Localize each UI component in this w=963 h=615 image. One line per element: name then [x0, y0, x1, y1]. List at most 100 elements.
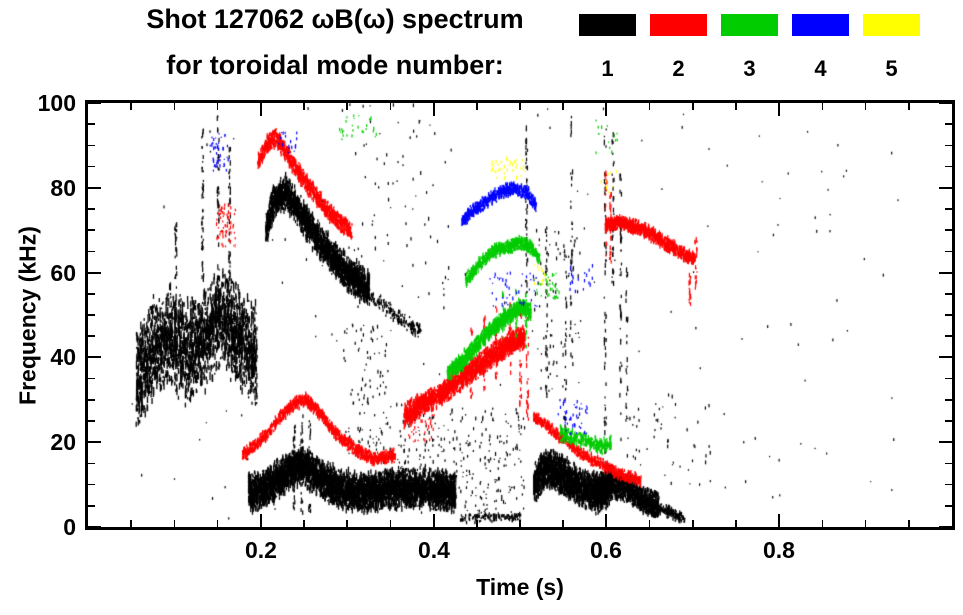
axis-tick [88, 229, 95, 231]
legend-label-mode5: 5 [885, 56, 898, 81]
axis-tick [945, 229, 952, 231]
axis-tick [432, 514, 435, 527]
axis-tick [88, 399, 95, 401]
x-tick-label: 0.8 [763, 537, 795, 563]
axis-tick [778, 514, 781, 527]
axis-tick [735, 103, 737, 110]
axis-tick [519, 520, 521, 527]
axis-tick [519, 103, 521, 110]
axis-tick [605, 514, 608, 527]
axis-tick [88, 377, 95, 380]
legend-label-mode1: 1 [601, 56, 614, 81]
axis-tick [88, 144, 95, 147]
legend-swatch-mode5 [863, 14, 920, 36]
axis-tick [389, 520, 392, 527]
legend-label-mode3: 3 [743, 56, 756, 81]
axis-tick [476, 103, 478, 110]
axis-tick [939, 441, 952, 444]
axis-tick [432, 103, 435, 116]
axis-tick [945, 250, 952, 253]
axis-tick [389, 103, 392, 110]
legend-swatches [579, 14, 920, 36]
y-tick-label: 40 [50, 344, 76, 370]
axis-tick [216, 103, 219, 110]
axis-tick [692, 520, 694, 527]
axis-tick [88, 420, 95, 422]
axis-tick [303, 103, 305, 110]
axis-tick [88, 250, 95, 253]
axis-tick [88, 314, 95, 316]
axis-tick [648, 103, 651, 110]
spectrogram-canvas [88, 103, 952, 527]
axis-tick [259, 103, 262, 116]
axis-tick [88, 441, 101, 444]
axis-tick [939, 526, 952, 528]
axis-tick [130, 520, 132, 527]
axis-tick [303, 520, 305, 527]
axis-tick [562, 520, 564, 527]
axis-tick [562, 103, 564, 110]
axis-tick [88, 186, 101, 189]
y-tick-label: 80 [50, 175, 76, 201]
axis-tick [908, 103, 910, 110]
axis-tick [173, 520, 176, 527]
axis-tick [945, 335, 952, 337]
y-tick-label: 0 [63, 514, 76, 540]
x-axis-title: Time (s) [476, 574, 564, 600]
axis-tick [945, 483, 952, 486]
axis-tick [945, 165, 952, 168]
y-tick-label: 100 [37, 90, 76, 116]
axis-tick [945, 420, 952, 422]
axis-tick [88, 271, 101, 274]
axis-tick [939, 186, 952, 189]
axis-tick [346, 103, 348, 110]
axis-tick [88, 208, 95, 210]
y-tick-label: 20 [50, 429, 76, 455]
axis-tick [945, 399, 952, 401]
axis-tick [605, 103, 608, 116]
axis-tick [259, 514, 262, 527]
axis-tick [821, 103, 824, 110]
axis-tick [88, 165, 95, 168]
axis-tick [939, 356, 952, 359]
axis-tick [130, 103, 132, 110]
axis-tick [88, 505, 95, 507]
axis-tick [88, 102, 101, 104]
axis-tick [476, 520, 478, 527]
axis-tick [88, 356, 101, 359]
legend-swatch-mode3 [721, 14, 778, 36]
axis-tick [939, 271, 952, 274]
chart-title-line1: Shot 127062 ωB(ω) spectrum [146, 4, 524, 34]
y-axis-title: Frequency (kHz) [14, 226, 41, 405]
axis-tick [692, 103, 694, 110]
axis-tick [216, 520, 219, 527]
axis-tick [88, 462, 95, 465]
axis-tick [945, 377, 952, 380]
axis-tick [945, 505, 952, 507]
axis-tick [735, 520, 737, 527]
axis-tick [939, 102, 952, 104]
axis-tick [88, 293, 95, 295]
x-tick-label: 0.6 [590, 537, 622, 563]
axis-tick [648, 520, 651, 527]
legend-labels: 1 2 3 4 5 [579, 56, 920, 82]
axis-tick [945, 123, 952, 125]
legend-label-mode4: 4 [814, 56, 827, 81]
axis-tick [945, 293, 952, 295]
axis-tick [821, 520, 824, 527]
y-tick-label: 60 [50, 260, 76, 286]
axis-tick [88, 335, 95, 337]
axis-tick [88, 526, 101, 528]
axis-tick [778, 103, 781, 116]
axis-tick [945, 144, 952, 147]
axis-tick [864, 103, 867, 110]
axis-tick [945, 462, 952, 465]
chart-title-line2: for toroidal mode number: [166, 50, 504, 80]
axis-tick [908, 520, 910, 527]
axis-tick [346, 520, 348, 527]
axis-tick [88, 123, 95, 125]
x-tick-label: 0.4 [418, 537, 450, 563]
legend-swatch-mode4 [792, 14, 849, 36]
axis-tick [173, 103, 176, 110]
